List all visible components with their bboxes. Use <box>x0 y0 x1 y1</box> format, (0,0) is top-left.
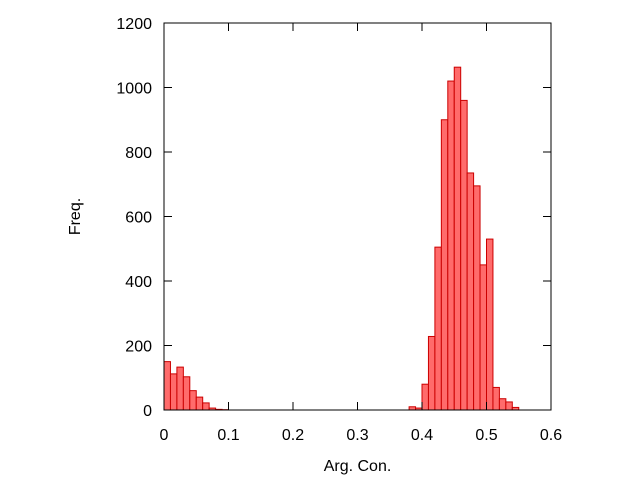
histogram-bar <box>453 66 462 411</box>
histogram-bar <box>447 80 455 411</box>
y-axis-label: Freq. <box>67 198 84 235</box>
histogram-bar <box>169 373 178 411</box>
histogram-bar <box>421 383 429 411</box>
y-tick-label: 800 <box>125 145 152 162</box>
x-tick-label: 0.2 <box>282 427 304 444</box>
histogram-bar <box>498 398 507 411</box>
y-tick-label: 1000 <box>116 81 152 98</box>
y-tick-label: 600 <box>125 210 152 227</box>
ticks-layer <box>163 22 552 411</box>
histogram-bar <box>460 99 468 411</box>
histogram-bar <box>189 390 197 411</box>
y-tick-label: 1200 <box>116 16 152 33</box>
x-tick-label: 0 <box>160 427 169 444</box>
histogram-bar <box>195 396 204 411</box>
x-tick-label: 0.1 <box>217 427 239 444</box>
histogram-bar <box>492 386 500 411</box>
histogram-bar <box>486 238 494 411</box>
histogram-bar <box>473 185 481 411</box>
histogram-bar <box>176 366 184 411</box>
y-tick-label: 200 <box>125 339 152 356</box>
x-tick-label: 0.4 <box>411 427 433 444</box>
histogram-bar <box>434 246 442 411</box>
histogram-bar <box>440 119 449 411</box>
x-tick-label: 0.5 <box>475 427 497 444</box>
bars-layer <box>163 66 520 411</box>
histogram-bar <box>466 172 475 411</box>
y-tick-label: 0 <box>143 403 152 420</box>
histogram-bar <box>505 401 513 411</box>
histogram-bar <box>202 402 210 411</box>
x-tick-label: 0.3 <box>346 427 368 444</box>
histogram-bar <box>479 264 487 411</box>
histogram-bar <box>182 376 191 411</box>
y-tick-label: 400 <box>125 274 152 291</box>
x-axis-label: Arg. Con. <box>324 458 392 475</box>
x-tick-label: 0.6 <box>540 427 562 444</box>
histogram-bar <box>427 335 436 411</box>
histogram-bar <box>163 361 171 411</box>
tick-labels-layer: 0 0.1 0.2 0.3 0.4 0.5 0.6 0 200 400 600 800 1000 1200 <box>116 16 562 444</box>
